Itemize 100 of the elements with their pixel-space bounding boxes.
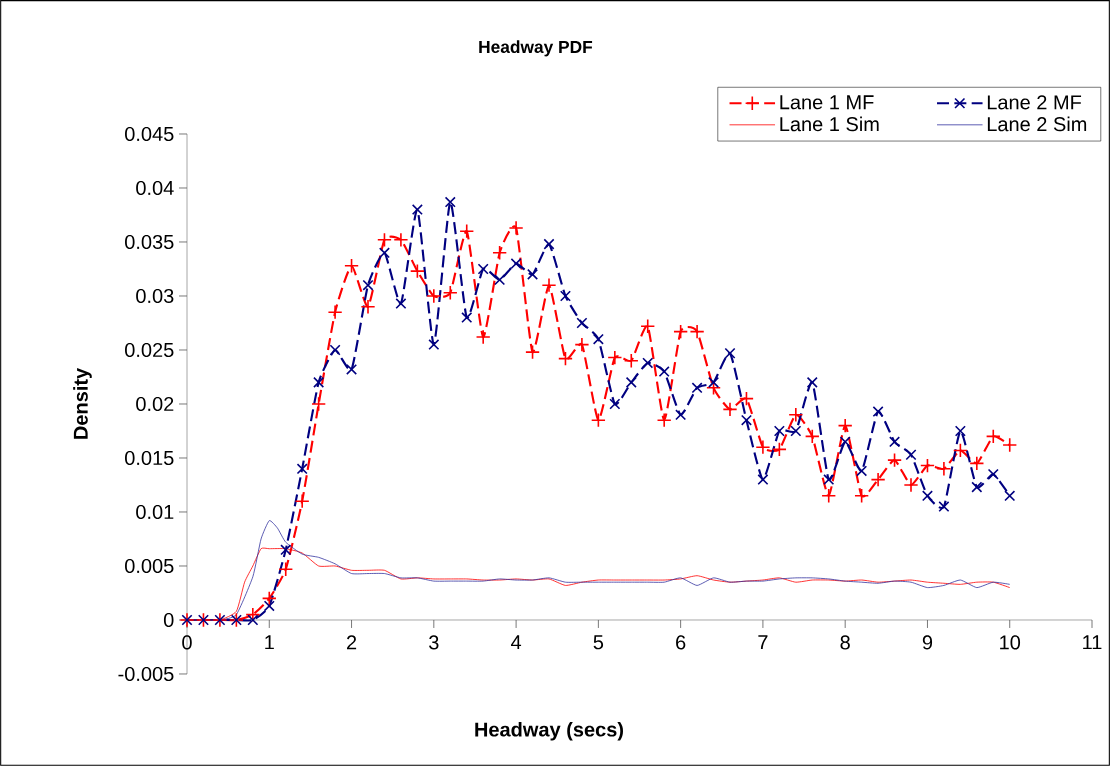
point bbox=[724, 347, 736, 359]
chart-title: Headway PDF bbox=[479, 40, 593, 57]
point bbox=[296, 463, 308, 475]
point bbox=[247, 614, 259, 626]
point bbox=[525, 344, 541, 360]
x-tick-label: 1 bbox=[265, 635, 274, 650]
point bbox=[806, 376, 818, 388]
point bbox=[607, 350, 623, 366]
x-tick-label: 7 bbox=[758, 635, 768, 650]
point bbox=[576, 317, 588, 329]
point bbox=[656, 412, 672, 428]
x-tick-label: 5 bbox=[593, 635, 604, 650]
y-tick-label: 0.045 bbox=[125, 126, 174, 142]
point bbox=[557, 351, 573, 367]
point bbox=[854, 488, 870, 504]
point bbox=[938, 501, 950, 513]
point bbox=[1004, 490, 1016, 502]
y-tick-label: 0 bbox=[163, 612, 174, 628]
y-tick-label: -0.005 bbox=[118, 666, 174, 682]
point bbox=[294, 493, 310, 509]
y-tick-label: 0.035 bbox=[125, 234, 174, 250]
point bbox=[870, 472, 886, 488]
point bbox=[492, 245, 508, 261]
point bbox=[278, 561, 294, 577]
point bbox=[921, 490, 933, 502]
point bbox=[773, 425, 785, 437]
x-tick-label: 6 bbox=[676, 635, 686, 650]
y-tick-label: 0.01 bbox=[136, 504, 174, 520]
point bbox=[691, 382, 703, 394]
point bbox=[708, 376, 720, 388]
point bbox=[261, 590, 277, 606]
point bbox=[477, 263, 489, 275]
point bbox=[675, 409, 687, 421]
x-tick-label: 10 bbox=[1000, 635, 1021, 650]
point bbox=[755, 439, 771, 455]
point bbox=[856, 465, 868, 477]
point bbox=[771, 441, 787, 457]
x-axis-title: Headway (secs) bbox=[475, 721, 624, 741]
point bbox=[821, 488, 837, 504]
point bbox=[952, 442, 968, 458]
point bbox=[527, 268, 539, 280]
y-tick-label: 0.015 bbox=[125, 450, 174, 466]
point bbox=[889, 436, 901, 448]
point bbox=[872, 406, 884, 418]
x-tick-label: 11 bbox=[1083, 635, 1102, 650]
point bbox=[311, 396, 327, 412]
point bbox=[738, 391, 754, 407]
point bbox=[344, 258, 360, 274]
legend-label: Lane 1 MF bbox=[780, 95, 874, 110]
x-tick-label: 2 bbox=[346, 635, 357, 650]
point bbox=[640, 318, 656, 334]
x-tick-label: 4 bbox=[510, 635, 522, 650]
point bbox=[985, 428, 1001, 444]
point bbox=[395, 298, 407, 310]
point bbox=[609, 398, 621, 410]
point bbox=[673, 324, 689, 340]
point bbox=[903, 477, 919, 493]
point bbox=[623, 353, 639, 369]
point bbox=[839, 436, 851, 448]
point bbox=[887, 452, 903, 468]
point bbox=[740, 414, 752, 426]
point bbox=[313, 376, 325, 388]
point bbox=[543, 238, 555, 250]
point bbox=[393, 232, 409, 248]
point bbox=[426, 288, 442, 304]
point bbox=[936, 461, 952, 477]
point bbox=[329, 344, 341, 356]
y-tick-label: 0.04 bbox=[136, 180, 174, 196]
point bbox=[280, 544, 292, 556]
y-axis-title: Density bbox=[73, 367, 92, 439]
point bbox=[954, 425, 966, 437]
point bbox=[590, 412, 606, 428]
point bbox=[494, 274, 506, 286]
point bbox=[378, 247, 390, 259]
point bbox=[444, 196, 456, 208]
y-tick-label: 0.03 bbox=[136, 288, 174, 304]
point bbox=[263, 600, 275, 612]
x-tick-label: 0 bbox=[182, 635, 192, 650]
point bbox=[804, 428, 820, 444]
point bbox=[919, 458, 935, 474]
point bbox=[971, 481, 983, 493]
point bbox=[905, 449, 917, 461]
point bbox=[658, 366, 670, 378]
y-tick-label: 0.02 bbox=[136, 396, 174, 412]
x-tick-label: 9 bbox=[922, 635, 933, 650]
legend-label: Lane 2 MF bbox=[987, 95, 1082, 110]
point bbox=[510, 258, 522, 270]
x-tick-label: 3 bbox=[429, 635, 439, 650]
point bbox=[346, 363, 358, 375]
point bbox=[327, 304, 343, 320]
point bbox=[459, 223, 475, 239]
point bbox=[574, 337, 590, 353]
y-tick-label: 0.005 bbox=[125, 558, 174, 574]
point bbox=[508, 220, 524, 236]
point bbox=[428, 339, 440, 351]
point bbox=[823, 474, 835, 486]
point bbox=[722, 401, 738, 417]
point bbox=[625, 376, 637, 388]
point bbox=[837, 418, 853, 434]
point bbox=[642, 357, 654, 369]
